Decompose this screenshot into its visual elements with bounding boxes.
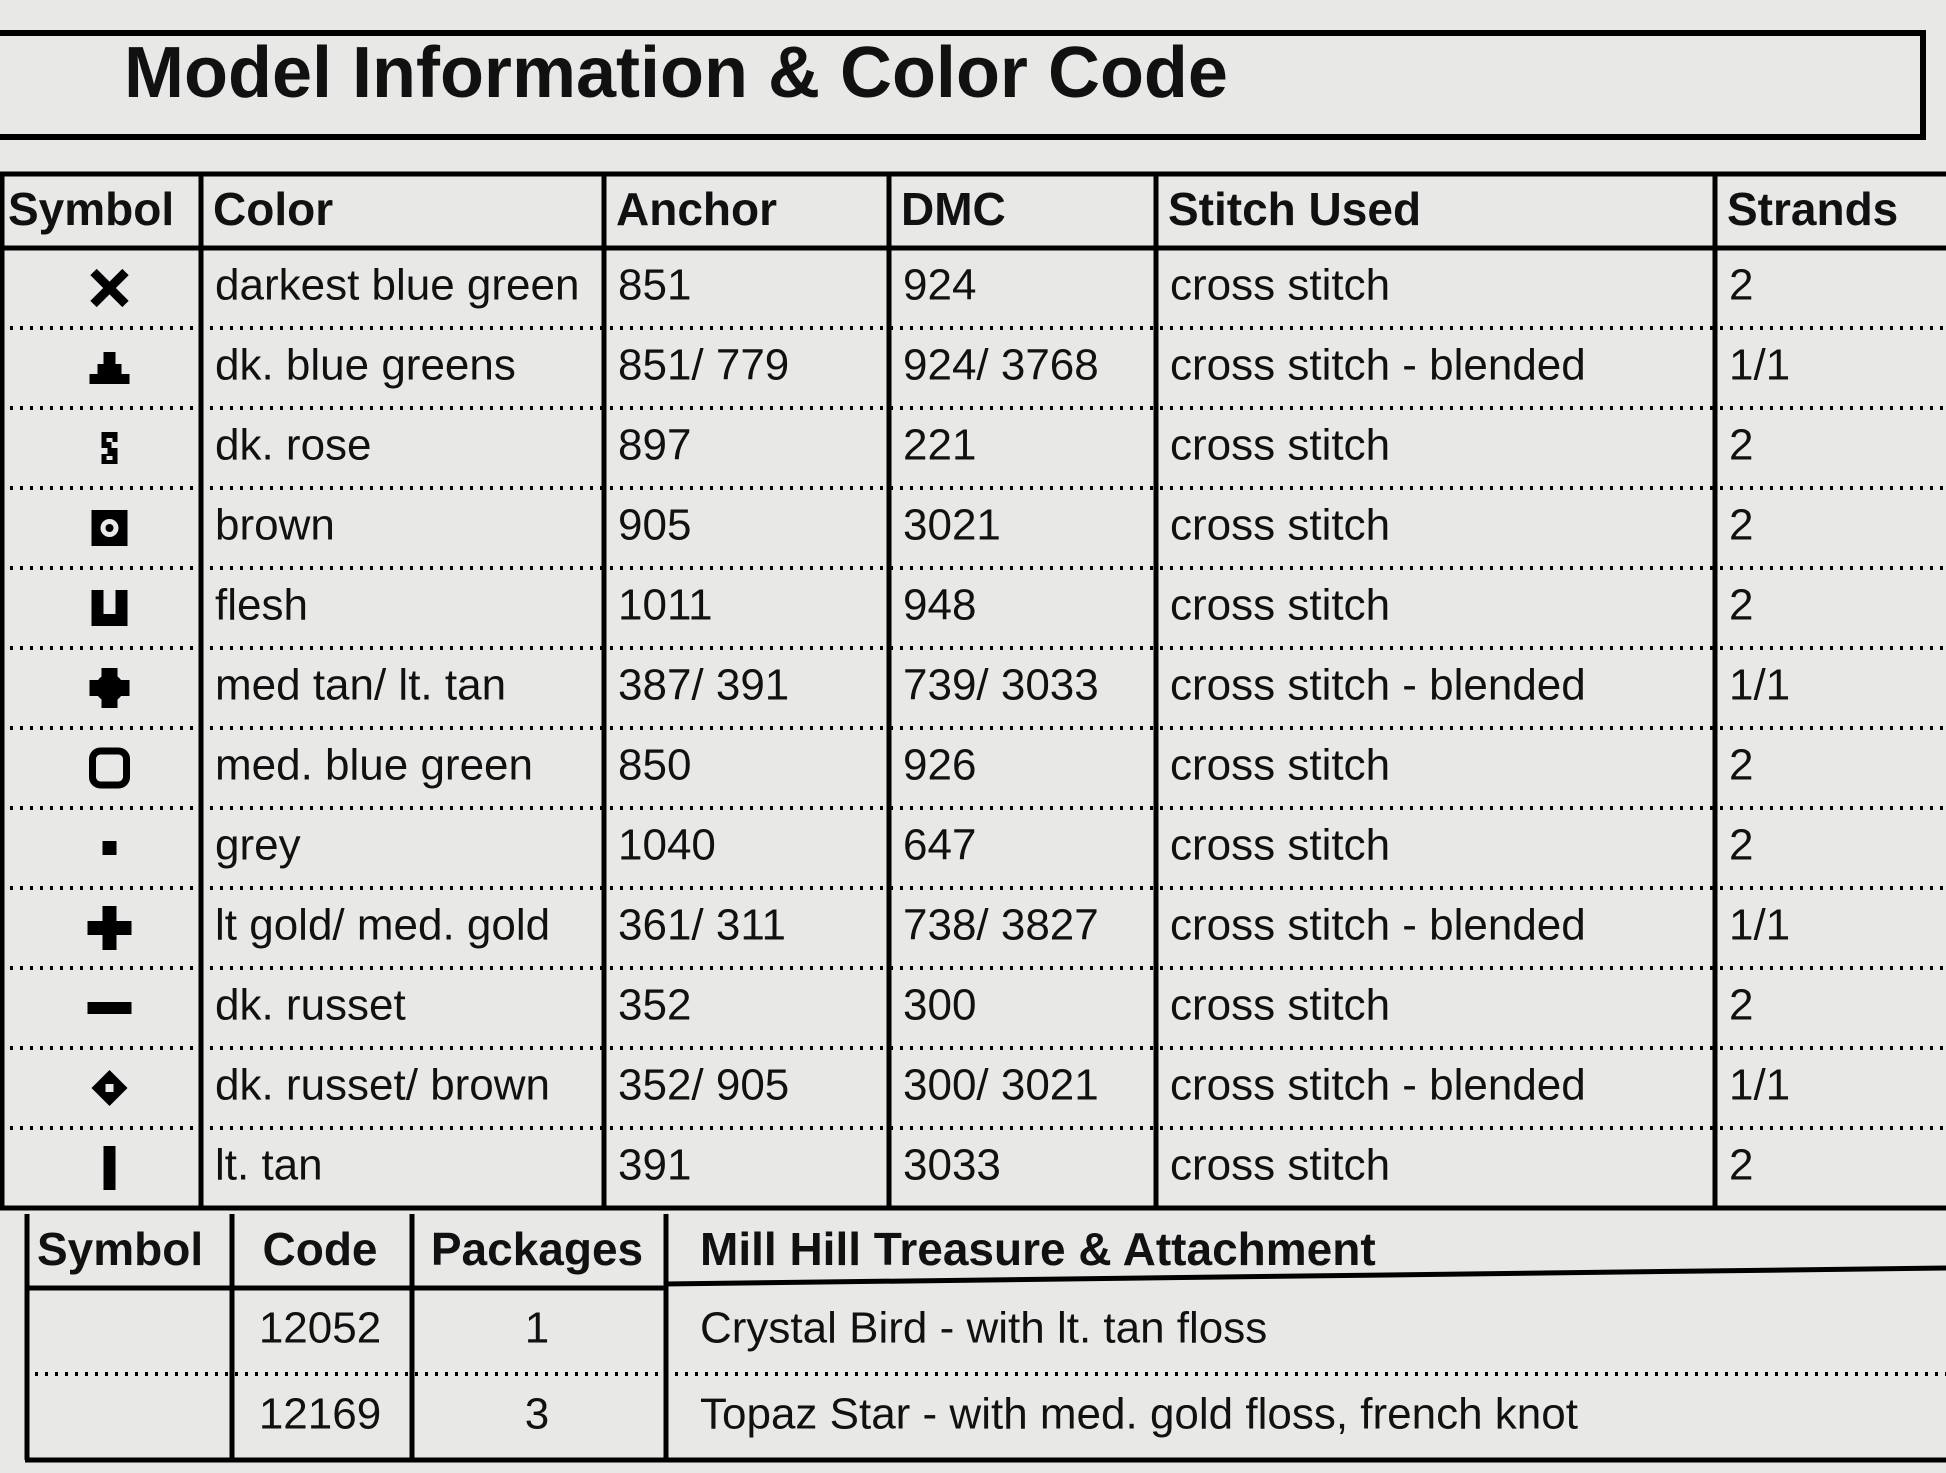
column-header: Packages bbox=[431, 1223, 643, 1275]
cell: 3 bbox=[525, 1390, 549, 1439]
cell: 905 bbox=[618, 501, 691, 550]
cell: 1011 bbox=[618, 581, 713, 630]
symbol bbox=[91, 510, 128, 546]
cell: cross stitch - blended bbox=[1170, 1061, 1586, 1110]
column-header: Code bbox=[263, 1223, 378, 1275]
column-header: Color bbox=[213, 183, 333, 235]
cell: med. blue green bbox=[215, 741, 533, 790]
cell: darkest blue green bbox=[215, 261, 579, 310]
cell: 2 bbox=[1729, 421, 1753, 470]
cell: cross stitch bbox=[1170, 741, 1390, 790]
cell: 300/ 3021 bbox=[903, 1061, 1099, 1110]
cell: cross stitch - blended bbox=[1170, 901, 1586, 950]
symbol bbox=[91, 1070, 128, 1106]
cell: lt. tan bbox=[215, 1141, 323, 1190]
cell: 850 bbox=[618, 741, 691, 790]
cell: 2 bbox=[1729, 741, 1753, 790]
cell: 739/ 3033 bbox=[903, 661, 1099, 710]
cell: 387/ 391 bbox=[618, 661, 789, 710]
cell: 300 bbox=[903, 981, 976, 1030]
cell: cross stitch - blended bbox=[1170, 661, 1586, 710]
cell: flesh bbox=[215, 581, 308, 630]
cell: 924 bbox=[903, 261, 976, 310]
column-header: Symbol bbox=[37, 1223, 203, 1275]
column-header: Stitch Used bbox=[1168, 183, 1421, 235]
cell: 2 bbox=[1729, 821, 1753, 870]
cell: dk. rose bbox=[215, 421, 372, 470]
cell: cross stitch bbox=[1170, 981, 1390, 1030]
cell: 12052 bbox=[259, 1304, 381, 1353]
column-header: Mill Hill Treasure & Attachment bbox=[700, 1223, 1376, 1275]
cell: cross stitch - blended bbox=[1170, 341, 1586, 390]
cell: 2 bbox=[1729, 261, 1753, 310]
cell: 924/ 3768 bbox=[903, 341, 1099, 390]
cell: Crystal Bird - with lt. tan floss bbox=[700, 1304, 1267, 1353]
cell: cross stitch bbox=[1170, 501, 1390, 550]
cell: 2 bbox=[1729, 501, 1753, 550]
column-header: Strands bbox=[1727, 183, 1898, 235]
cell: 926 bbox=[903, 741, 976, 790]
title-box bbox=[0, 30, 1926, 140]
cell: dk. russet bbox=[215, 981, 406, 1030]
cell: cross stitch bbox=[1170, 821, 1390, 870]
cell: 352/ 905 bbox=[618, 1061, 789, 1110]
symbol bbox=[91, 590, 128, 626]
cell: 2 bbox=[1729, 581, 1753, 630]
column-header: Symbol bbox=[8, 183, 174, 235]
cell: lt gold/ med. gold bbox=[215, 901, 550, 950]
cell: cross stitch bbox=[1170, 421, 1390, 470]
cell: 1/1 bbox=[1729, 901, 1790, 950]
symbol bbox=[87, 1002, 132, 1014]
cell: 3021 bbox=[903, 501, 1001, 550]
column-header: Anchor bbox=[616, 183, 777, 235]
cell: 738/ 3827 bbox=[903, 901, 1099, 950]
cell: cross stitch bbox=[1170, 1141, 1390, 1190]
cell: 1/1 bbox=[1729, 661, 1790, 710]
title: Model Information & Color Code bbox=[124, 33, 1228, 113]
cell: 12169 bbox=[259, 1390, 381, 1439]
cell: 1040 bbox=[618, 821, 716, 870]
cell: 361/ 311 bbox=[618, 901, 786, 950]
cell: 2 bbox=[1729, 1141, 1753, 1190]
cell: 647 bbox=[903, 821, 976, 870]
cell: 851 bbox=[618, 261, 691, 310]
cell: 1 bbox=[525, 1304, 549, 1353]
cell: cross stitch bbox=[1170, 261, 1390, 310]
cell: 1/1 bbox=[1729, 341, 1790, 390]
cell: 897 bbox=[618, 421, 691, 470]
symbol bbox=[103, 1146, 116, 1190]
symbol bbox=[90, 268, 129, 308]
cell: cross stitch bbox=[1170, 581, 1390, 630]
cell: grey bbox=[215, 821, 301, 870]
cell: Topaz Star - with med. gold floss, frenc… bbox=[700, 1390, 1578, 1439]
cell: 221 bbox=[903, 421, 976, 470]
cell: 352 bbox=[618, 981, 691, 1030]
header-border bbox=[663, 1265, 1946, 1287]
symbol bbox=[89, 668, 130, 708]
symbol bbox=[102, 841, 117, 855]
column-header: DMC bbox=[901, 183, 1006, 235]
cell: 391 bbox=[618, 1141, 691, 1190]
cell: 851/ 779 bbox=[618, 341, 789, 390]
cell: 3033 bbox=[903, 1141, 1001, 1190]
cell: 2 bbox=[1729, 981, 1753, 1030]
symbol bbox=[101, 432, 118, 464]
cell: 1/1 bbox=[1729, 1061, 1790, 1110]
cell: 948 bbox=[903, 581, 976, 630]
symbol bbox=[89, 747, 130, 789]
cell: dk. blue greens bbox=[215, 341, 516, 390]
symbol bbox=[87, 906, 132, 950]
cell: dk. russet/ brown bbox=[215, 1061, 550, 1110]
symbol bbox=[89, 352, 130, 384]
cell: brown bbox=[215, 501, 335, 550]
cell: med tan/ lt. tan bbox=[215, 661, 506, 710]
